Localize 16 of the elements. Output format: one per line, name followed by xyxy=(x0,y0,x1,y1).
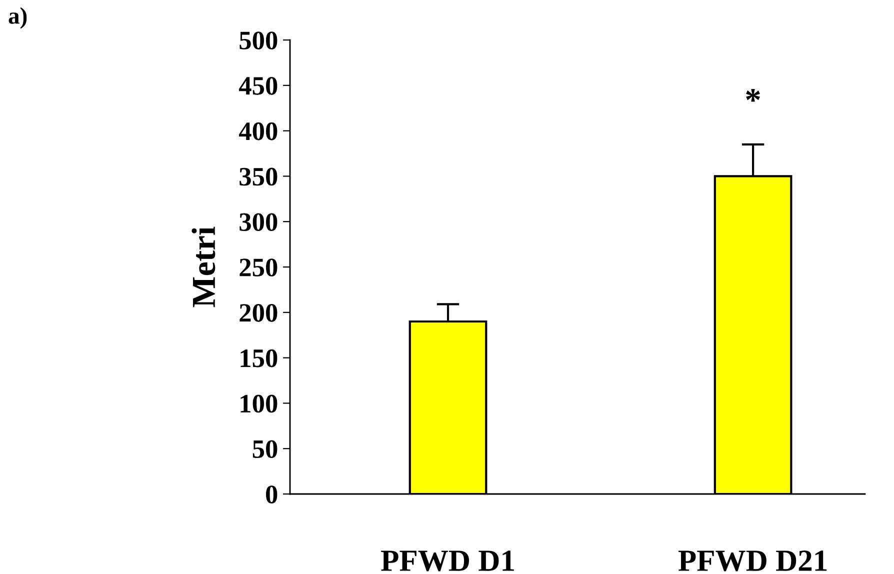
text: a) xyxy=(8,7,27,29)
x-tick-label: PFWD D1 xyxy=(381,550,514,572)
y-tick-label: 50 xyxy=(252,440,278,458)
y-tick-label: 100 xyxy=(240,394,278,413)
y-axis-title: Metri xyxy=(192,226,216,308)
annotation: * xyxy=(746,89,760,102)
y-tick-label: 150 xyxy=(240,349,278,368)
y-tick-label: 300 xyxy=(240,213,278,232)
x-tick-label: PFWD D21 xyxy=(678,550,827,572)
y-tick-label: 0 xyxy=(266,486,278,504)
y-tick-label: 250 xyxy=(240,258,278,276)
y-tick-label: 500 xyxy=(240,32,278,50)
y-tick-label: 450 xyxy=(238,77,278,95)
y-tick-label: 400 xyxy=(238,122,278,140)
y-tick-label: 200 xyxy=(240,304,278,322)
y-tick-label: 350 xyxy=(240,168,278,186)
